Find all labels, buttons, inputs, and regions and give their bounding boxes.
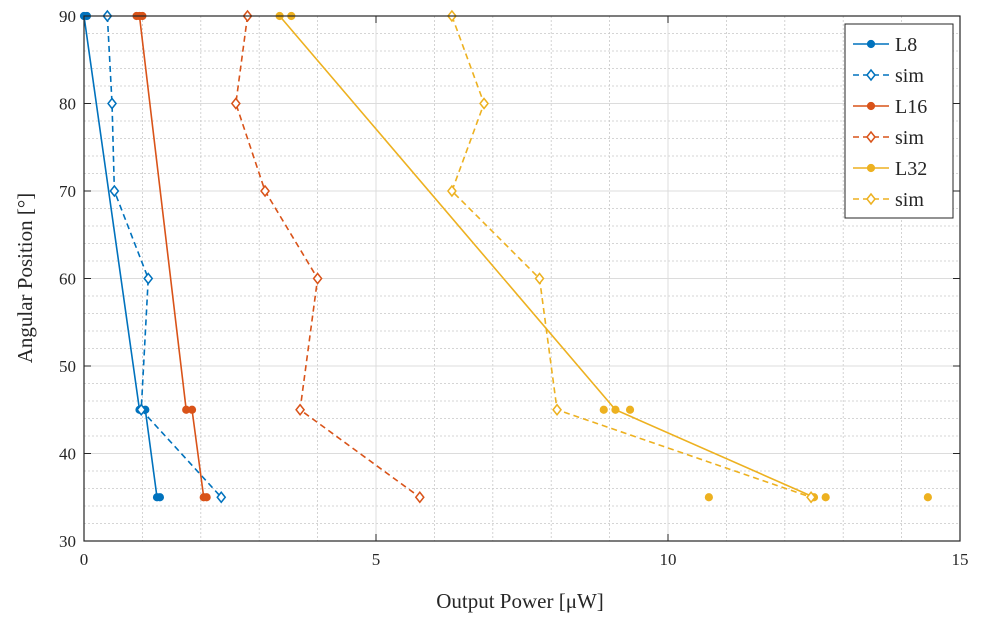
data-point-dot (625, 405, 635, 414)
data-point-diamond (260, 184, 271, 198)
legend-label: sim (895, 65, 924, 87)
data-point-diamond (136, 403, 147, 416)
data-point-dot (187, 405, 197, 414)
series-l32-4 (275, 11, 932, 502)
legend-marker-dot (866, 101, 876, 111)
y-tick-label: 60 (59, 270, 76, 289)
data-point-dot (155, 493, 165, 502)
y-tick-label: 90 (59, 7, 76, 26)
major-grid (84, 16, 960, 541)
legend-label: L8 (895, 34, 917, 56)
data-point-dot (202, 493, 211, 502)
data-point-diamond (312, 272, 323, 285)
series-sim-3 (230, 9, 425, 504)
legend-label: sim (895, 189, 924, 211)
y-tick-label: 30 (59, 532, 76, 551)
legend-marker-dot (866, 163, 876, 173)
data-point-dot (704, 493, 713, 502)
axis-ticks: 0 5 10 15 30 40 50 60 70 80 90 (59, 7, 969, 569)
legend-marker-diamond (866, 192, 876, 206)
legend: L8 sim L16 sim L32 sim (844, 23, 954, 219)
data-point-diamond (534, 272, 545, 285)
y-tick-label: 80 (59, 95, 76, 114)
legend-marker-dot (866, 39, 876, 49)
data-point-diamond (109, 184, 120, 198)
legend-label: sim (895, 127, 924, 149)
series-layer (79, 9, 932, 504)
legend-box (844, 23, 954, 219)
data-point-diamond (143, 272, 154, 285)
series-line (235, 15, 421, 498)
data-point-diamond (216, 491, 227, 504)
legend-marker-diamond (866, 68, 876, 82)
x-tick-label: 10 (660, 550, 677, 569)
data-point-diamond (414, 491, 425, 504)
data-point-dot (821, 493, 830, 502)
legend-marker-diamond (866, 130, 876, 144)
series-line (106, 15, 222, 498)
data-point-diamond (230, 97, 241, 110)
series-l16-2 (132, 11, 211, 502)
legend-label: L32 (895, 158, 927, 180)
legend-label: L16 (895, 96, 927, 118)
data-point-dot (923, 493, 932, 502)
x-axis-label: Output Power [μW] (436, 589, 604, 613)
series-sim-5 (446, 9, 817, 504)
data-point-dot (611, 405, 620, 414)
data-point-diamond (446, 184, 457, 198)
data-point-diamond (295, 403, 306, 416)
y-tick-label: 40 (59, 445, 76, 464)
y-axis-label: Angular Position [°] (13, 193, 37, 364)
data-point-diamond (806, 491, 817, 504)
x-tick-label: 15 (952, 550, 969, 569)
y-tick-label: 50 (59, 357, 76, 376)
data-point-diamond (107, 97, 117, 110)
data-point-dot (599, 405, 608, 414)
y-tick-label: 70 (59, 182, 76, 201)
data-point-diamond (552, 403, 563, 416)
data-point-diamond (479, 97, 490, 110)
x-tick-label: 0 (80, 550, 89, 569)
series-sim-1 (102, 9, 227, 504)
x-tick-label: 5 (372, 550, 381, 569)
